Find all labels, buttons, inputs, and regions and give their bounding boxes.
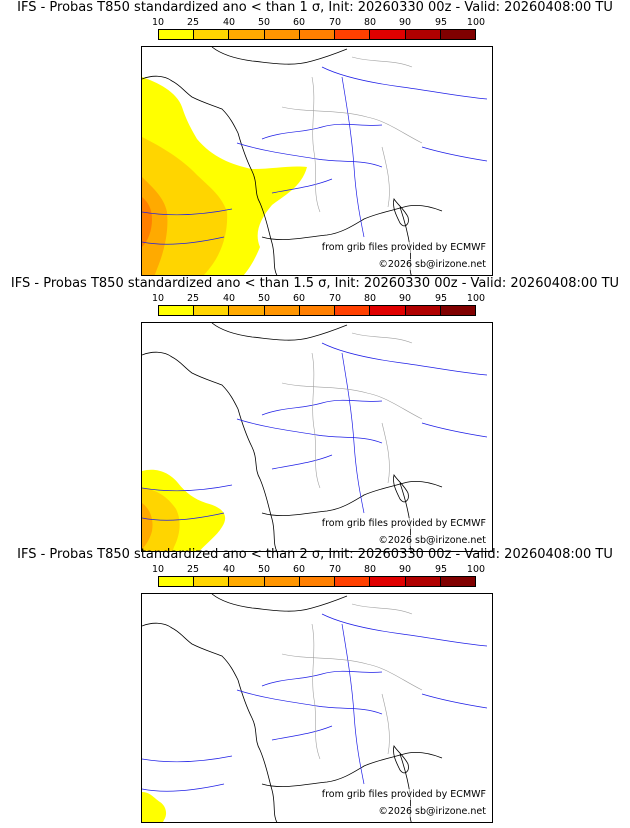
map-svg — [142, 594, 488, 822]
scale-label: 40 — [222, 293, 236, 304]
scale-label: 40 — [222, 17, 236, 28]
scale-segment — [299, 306, 336, 315]
coastlines — [142, 47, 443, 275]
scale-segment — [159, 30, 195, 39]
probability-map: from grib files provided by ECMWF ©2026 … — [141, 46, 493, 276]
scale-label: 95 — [434, 564, 448, 575]
panel-title: IFS - Probas T850 standardized ano < tha… — [17, 547, 613, 562]
scale-segment — [264, 577, 300, 586]
coastlines — [142, 594, 443, 822]
color-scale-bar — [158, 29, 476, 40]
probability-shading — [142, 792, 167, 822]
scale-segment — [299, 30, 336, 39]
source-credit: from grib files provided by ECMWF — [321, 789, 486, 800]
scale-label: 40 — [222, 564, 236, 575]
scale-label: 70 — [328, 17, 342, 28]
rivers — [142, 613, 488, 792]
scale-label: 60 — [292, 564, 306, 575]
scale-segment — [194, 30, 230, 39]
scale-label: 100 — [466, 564, 486, 575]
map-panel-1: IFS - Probas T850 standardized ano < tha… — [0, 0, 630, 276]
scale-label: 100 — [466, 293, 486, 304]
scale-segment — [159, 306, 195, 315]
scale-segment — [194, 577, 230, 586]
rivers — [142, 66, 488, 245]
scale-label: 50 — [257, 17, 271, 28]
scale-segment — [405, 577, 441, 586]
scale-label: 25 — [186, 293, 200, 304]
admin-borders — [281, 332, 423, 489]
scale-label: 25 — [186, 17, 200, 28]
scale-segment — [159, 577, 195, 586]
scale-segment — [194, 306, 230, 315]
scale-label: 95 — [434, 17, 448, 28]
scale-segment — [370, 30, 406, 39]
scale-segment — [264, 30, 300, 39]
scale-segment — [264, 306, 300, 315]
scale-label: 60 — [292, 293, 306, 304]
scale-segment — [229, 306, 265, 315]
scale-segment — [299, 577, 336, 586]
map-panel-2: IFS - Probas T850 standardized ano < tha… — [0, 276, 630, 552]
panel-title: IFS - Probas T850 standardized ano < tha… — [10, 276, 620, 291]
copyright-text: ©2026 sb@irizone.net — [378, 259, 486, 270]
scale-segment — [370, 577, 406, 586]
scale-label: 25 — [186, 564, 200, 575]
scale-label: 10 — [151, 293, 165, 304]
probability-map: from grib files provided by ECMWF ©2026 … — [141, 322, 493, 552]
scale-segment — [440, 577, 475, 586]
scale-segment — [370, 306, 406, 315]
map-svg — [142, 47, 488, 275]
scale-segment — [229, 30, 265, 39]
scale-segment — [335, 30, 371, 39]
scale-label: 90 — [398, 17, 412, 28]
rivers — [142, 342, 488, 521]
copyright-text: ©2026 sb@irizone.net — [378, 806, 486, 817]
scale-segment — [335, 306, 371, 315]
map-panel-3: IFS - Probas T850 standardized ano < tha… — [0, 547, 630, 823]
scale-label: 70 — [328, 564, 342, 575]
panel-title: IFS - Probas T850 standardized ano < tha… — [17, 0, 613, 15]
scale-label: 90 — [398, 564, 412, 575]
scale-segment — [229, 577, 265, 586]
scale-label: 10 — [151, 17, 165, 28]
color-scale-labels: 10 25 40 50 60 70 80 90 95 100 — [151, 17, 486, 28]
source-credit: from grib files provided by ECMWF — [321, 242, 486, 253]
scale-label: 80 — [363, 293, 377, 304]
scale-segment — [405, 30, 441, 39]
scale-label: 50 — [257, 564, 271, 575]
scale-label: 50 — [257, 293, 271, 304]
scale-label: 80 — [363, 17, 377, 28]
color-scale-bar — [158, 305, 476, 316]
color-scale-labels: 10 25 40 50 60 70 80 90 95 100 — [151, 564, 486, 575]
scale-label: 70 — [328, 293, 342, 304]
scale-segment — [405, 306, 441, 315]
color-scale-labels: 10 25 40 50 60 70 80 90 95 100 — [151, 293, 486, 304]
scale-label: 80 — [363, 564, 377, 575]
source-credit: from grib files provided by ECMWF — [321, 518, 486, 529]
scale-label: 60 — [292, 17, 306, 28]
scale-segment — [335, 577, 371, 586]
scale-segment — [440, 30, 475, 39]
probability-shading — [142, 469, 226, 551]
scale-label: 90 — [398, 293, 412, 304]
admin-borders — [281, 56, 423, 213]
admin-borders — [281, 603, 423, 760]
scale-segment — [440, 306, 475, 315]
scale-label: 95 — [434, 293, 448, 304]
map-svg — [142, 323, 488, 551]
probability-map: from grib files provided by ECMWF ©2026 … — [141, 593, 493, 823]
color-scale-bar — [158, 576, 476, 587]
scale-label: 100 — [466, 17, 486, 28]
copyright-text: ©2026 sb@irizone.net — [378, 535, 486, 546]
scale-label: 10 — [151, 564, 165, 575]
